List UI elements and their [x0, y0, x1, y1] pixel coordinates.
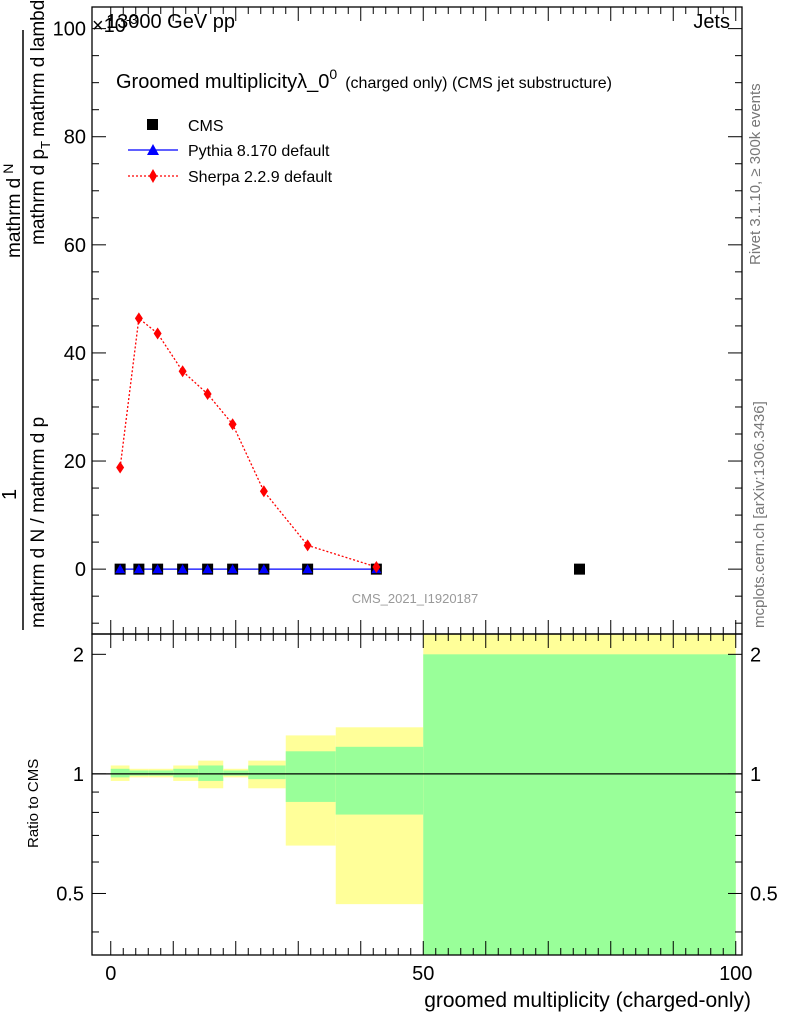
pythia-point-7	[302, 564, 313, 574]
ratio-stat-band-3	[173, 768, 199, 778]
ylabel-den-top: mathrm d pTmathrm d lambda	[28, 0, 53, 245]
main-frame	[91, 6, 743, 635]
sherpa-point-8	[372, 560, 381, 573]
legend-cms-marker	[147, 119, 158, 130]
ratio-y-tick-label-right: 0.5	[750, 883, 778, 905]
pythia-point-6	[258, 564, 269, 574]
analysis-id: CMS_2021_I1920187	[352, 591, 479, 606]
pythia-point-4	[202, 564, 213, 574]
pythia-point-1	[133, 564, 144, 574]
sherpa-line	[119, 317, 377, 568]
sherpa-point-0	[116, 461, 125, 474]
ratio-ylabel: Ratio to CMS	[25, 759, 42, 848]
main-y-tick-label: 0	[75, 559, 86, 581]
pythia-point-3	[177, 564, 188, 574]
ratio-frame	[91, 633, 743, 956]
main-series	[114, 312, 585, 575]
ratio-stat-band-0	[110, 768, 130, 778]
process-label: Jets	[693, 11, 730, 33]
ylabel-num: 1	[0, 489, 21, 500]
pythia-point-0	[115, 564, 126, 574]
ratio-bands	[92, 634, 742, 955]
main-y-tick-label: 100	[53, 19, 86, 41]
ratio-stat-band-4	[198, 765, 224, 781]
multiplier-label: ×10-3	[92, 12, 138, 37]
sherpa-point-2	[153, 327, 162, 340]
legend: CMS Pythia 8.170 default Sherpa 2.2.9 de…	[128, 118, 333, 186]
pythia-point-2	[152, 564, 163, 574]
x-axis-label: groomed multiplicity (charged-only)	[424, 989, 751, 1012]
pythia-point-5	[227, 564, 238, 574]
x-tick-label: 0	[105, 963, 116, 985]
sherpa-point-5	[228, 418, 237, 431]
legend-sherpa-marker	[149, 169, 157, 183]
x-tick-label: 100	[719, 963, 752, 985]
cms-point-9	[574, 563, 585, 575]
ratio-stat-band-2	[148, 770, 174, 776]
mcplots-label: mcplots.cern.ch [arXiv:1306.3436]	[751, 401, 768, 628]
axes: 0 20 40 60 80 100 0 50 100 0.5 0.5 1 1 2 2	[53, 6, 778, 985]
ratio-stat-band-5	[223, 770, 249, 776]
main-y-tick-label: 60	[64, 235, 86, 257]
ratio-stat-band-8	[335, 746, 424, 815]
legend-pythia-marker	[147, 144, 159, 155]
ratio-stat-band-6	[248, 765, 286, 780]
ratio-y-tick-label-left: 2	[73, 644, 84, 666]
main-y-tick-label: 80	[64, 127, 86, 149]
legend-pythia-label: Pythia 8.170 default	[188, 143, 330, 160]
chart-title: Groomed multiplicityλ_00(charged only) (…	[116, 66, 612, 93]
sherpa-point-1	[134, 312, 143, 325]
ratio-y-tick-label-left: 0.5	[56, 883, 84, 905]
rivet-label: Rivet 3.1.10, ≥ 300k events	[747, 83, 764, 265]
ratio-y-tick-label-right: 2	[750, 644, 761, 666]
main-y-tick-label: 40	[64, 343, 86, 365]
main-y-tick-label: 20	[64, 451, 86, 473]
sherpa-point-6	[259, 485, 268, 498]
ylabel-top: mathrm dN	[0, 164, 25, 258]
energy-label: 13000 GeV pp	[106, 11, 235, 33]
ylabel-den: mathrm d N / mathrm d p	[28, 417, 49, 628]
x-tick-label: 50	[412, 963, 434, 985]
ratio-y-tick-label-right: 1	[750, 764, 761, 786]
sherpa-point-3	[178, 365, 187, 378]
legend-cms-label: CMS	[188, 118, 224, 135]
ratio-y-tick-label-left: 1	[73, 764, 84, 786]
sherpa-point-4	[203, 388, 212, 401]
sherpa-point-7	[303, 539, 312, 552]
ratio-stat-band-1	[129, 770, 149, 776]
main-ylabel: 1 mathrm d N / mathrm d p mathrm dN math…	[0, 0, 53, 630]
legend-sherpa-label: Sherpa 2.2.9 default	[188, 169, 333, 186]
ratio-stat-band-7	[285, 751, 336, 802]
ratio-stat-band-9	[423, 654, 736, 955]
